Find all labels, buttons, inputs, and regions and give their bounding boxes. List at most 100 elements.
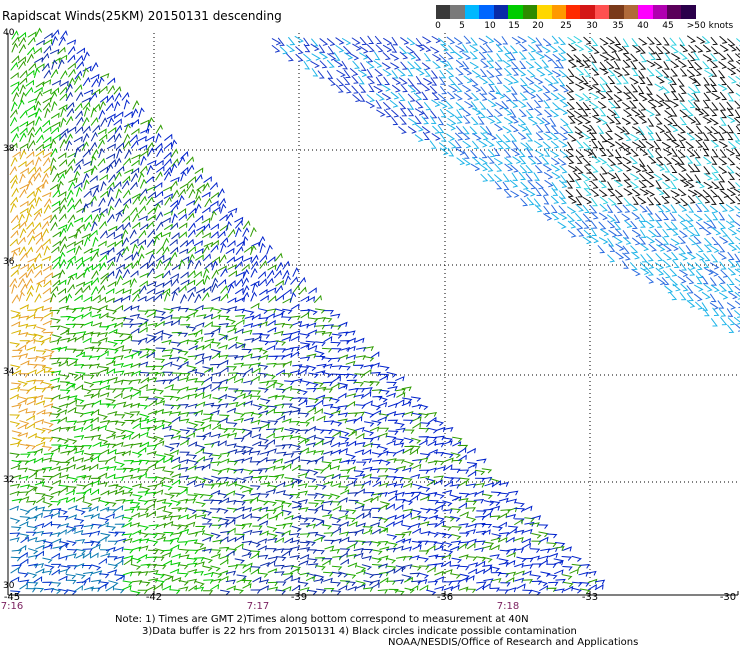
- wind-barb: [146, 491, 157, 497]
- wind-barb: [364, 356, 375, 362]
- wind-barb: [26, 268, 34, 278]
- wind-barb: [67, 214, 76, 223]
- wind-barb: [353, 470, 365, 475]
- wind-barb: [559, 190, 566, 199]
- wind-barb: [267, 287, 277, 293]
- wind-barb: [306, 322, 317, 328]
- wind-barb: [494, 158, 504, 166]
- wind-barb: [44, 348, 55, 355]
- wind-barb: [170, 389, 182, 394]
- wind-barb: [582, 93, 591, 101]
- wind-barb: [669, 84, 677, 93]
- wind-barb: [201, 355, 212, 361]
- wind-barb: [405, 46, 415, 54]
- wind-barb: [60, 325, 71, 332]
- wind-barb: [478, 157, 488, 165]
- wind-barb: [107, 134, 116, 142]
- wind-barb: [74, 228, 82, 238]
- wind-barb: [92, 213, 100, 223]
- wind-barb: [196, 456, 205, 463]
- wind-barb: [694, 116, 702, 125]
- wind-barb: [291, 514, 302, 520]
- wind-barb: [351, 37, 361, 45]
- wind-barb: [28, 235, 36, 245]
- wind-barb: [50, 419, 61, 424]
- wind-barb: [260, 294, 269, 302]
- wind-barb: [562, 546, 572, 552]
- wind-barb: [297, 368, 307, 375]
- wind-barb: [218, 476, 229, 482]
- wind-barb: [455, 45, 465, 53]
- wind-barb: [330, 382, 340, 389]
- wind-barb: [427, 440, 437, 447]
- wind-barb: [122, 580, 133, 586]
- wind-barb: [43, 45, 52, 54]
- wind-barb: [44, 311, 53, 318]
- wind-barb: [57, 152, 67, 159]
- wind-barb: [148, 549, 159, 555]
- lat-lon-grid: [8, 33, 738, 595]
- wind-barb: [162, 585, 172, 591]
- wind-barb: [122, 491, 134, 497]
- wind-barb: [544, 124, 551, 133]
- wind-barb: [59, 258, 67, 269]
- wind-barb: [734, 253, 740, 263]
- wind-barb: [267, 556, 279, 562]
- wind-barb: [227, 239, 236, 248]
- wind-barb: [469, 61, 480, 70]
- wind-barb: [185, 498, 197, 504]
- wind-barb: [250, 552, 260, 559]
- wind-barb: [582, 204, 590, 214]
- wind-barb: [10, 442, 21, 448]
- wind-barb: [178, 466, 189, 472]
- wind-barb: [202, 383, 212, 390]
- wind-barb: [100, 230, 108, 239]
- wind-barb: [26, 458, 37, 464]
- wind-barb: [348, 521, 358, 527]
- wind-barb: [267, 326, 277, 333]
- wind-barb: [204, 338, 215, 344]
- wind-barb: [9, 238, 18, 247]
- wind-barb: [435, 466, 446, 471]
- wind-barb: [670, 238, 680, 246]
- wind-barb: [639, 173, 648, 182]
- wind-barb: [211, 382, 223, 387]
- wind-barb: [444, 516, 455, 522]
- wind-barb: [148, 578, 159, 583]
- wind-barb: [82, 487, 92, 494]
- wind-barb: [139, 413, 150, 420]
- wind-barb: [614, 172, 622, 182]
- wind-barb: [678, 253, 689, 261]
- wind-barb: [632, 45, 642, 53]
- wind-barb: [661, 211, 670, 221]
- wind-barb: [19, 583, 28, 590]
- wind-barb: [41, 178, 49, 189]
- wind-barb: [591, 140, 599, 149]
- wind-barb: [275, 363, 287, 368]
- wind-barb: [632, 67, 639, 77]
- wind-barb: [286, 53, 294, 62]
- wind-barb: [455, 67, 464, 76]
- wind-barb: [567, 101, 576, 110]
- wind-barb: [437, 116, 445, 126]
- wind-barb: [73, 364, 85, 369]
- wind-barb: [188, 175, 197, 184]
- wind-barb: [58, 416, 68, 423]
- wind-barb: [718, 84, 728, 91]
- wind-barb: [116, 316, 127, 322]
- wind-barb: [179, 411, 190, 417]
- wind-barb: [440, 86, 448, 95]
- wind-barb: [401, 538, 412, 544]
- wind-barb: [203, 533, 214, 539]
- wind-barb: [113, 362, 124, 368]
- wind-barb: [18, 407, 28, 414]
- wind-barb: [51, 466, 61, 472]
- wind-barb: [180, 271, 189, 279]
- wind-barb: [518, 149, 526, 158]
- wind-barb: [514, 502, 525, 508]
- wind-barb: [638, 158, 646, 167]
- wind-barb: [228, 270, 238, 277]
- wind-barb: [445, 51, 454, 60]
- wind-barb: [679, 139, 686, 149]
- wind-barb: [114, 514, 125, 520]
